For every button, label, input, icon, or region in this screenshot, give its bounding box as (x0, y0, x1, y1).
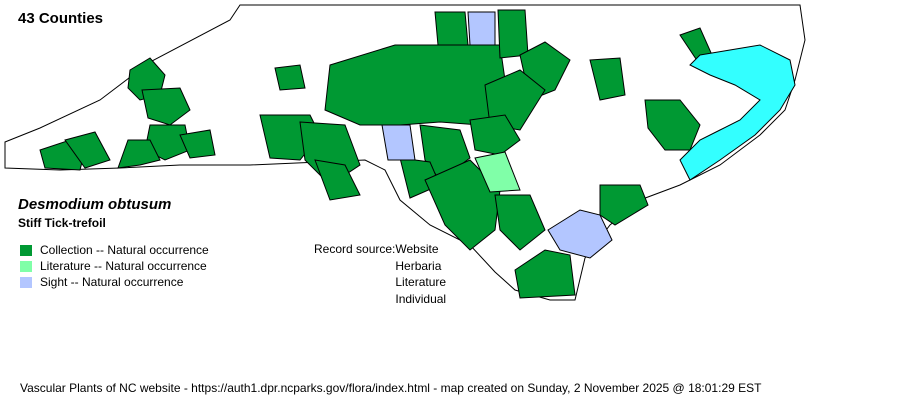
record-source-value: Herbaria (395, 258, 442, 273)
county-sight (381, 124, 416, 161)
county-sight (547, 209, 613, 259)
footer-credit: Vascular Plants of NC website - https://… (20, 381, 762, 395)
county-sight (467, 11, 496, 46)
common-name: Stiff Tick-trefoil (18, 216, 106, 230)
legend-swatch (20, 260, 32, 272)
record-source-value: Website (395, 242, 439, 256)
record-source-value: Literature (395, 275, 447, 289)
county-count: 43 Counties (18, 10, 104, 27)
legend-item-collection: Collection -- Natural occurrence (20, 242, 209, 258)
county-collection (494, 194, 546, 251)
county-collection (117, 139, 161, 169)
county-collection (314, 159, 361, 201)
scientific-name: Desmodium obtusum (18, 196, 172, 213)
county-collection (497, 9, 529, 59)
county-collection (514, 249, 576, 299)
legend-swatch (20, 276, 32, 288)
legend-item-literature: Literature -- Natural occurrence (20, 258, 209, 274)
legend-swatch (20, 244, 32, 256)
county-collection (274, 64, 306, 91)
county-literature (474, 151, 521, 193)
county-collection (141, 87, 191, 126)
county-collection (599, 184, 649, 226)
county-collection (589, 57, 626, 101)
legend-item-sight: Sight -- Natural occurrence (20, 274, 209, 290)
county-collection (64, 131, 111, 169)
county-collection (179, 129, 216, 159)
record-source-label: Record source: (314, 242, 396, 256)
record-source: Record source: Website Herbaria Literatu… (314, 242, 446, 308)
sound-water (679, 44, 796, 181)
legend: Collection -- Natural occurrence Literat… (20, 242, 209, 290)
county-collection (434, 11, 469, 46)
county-collection (424, 159, 501, 251)
county-collection (469, 114, 521, 156)
record-source-value: Individual (395, 291, 447, 306)
